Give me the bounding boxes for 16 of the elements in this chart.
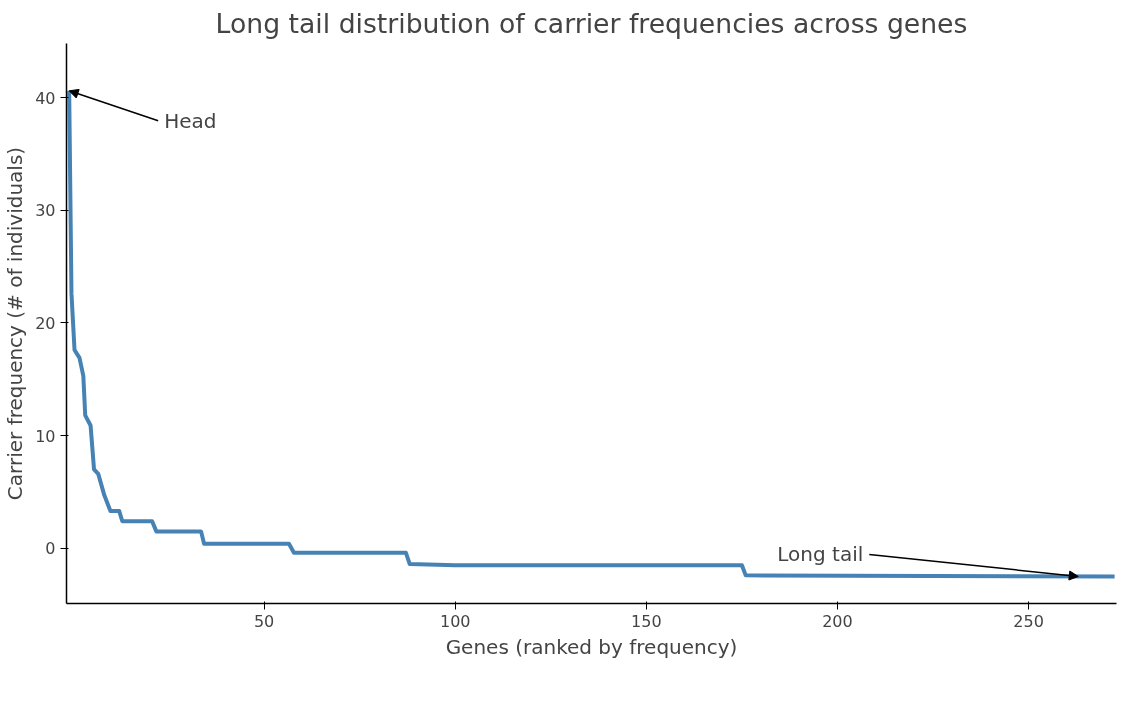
annotation: Long tail — [777, 542, 864, 567]
y-tick-label: 40 — [35, 88, 56, 108]
chart-title: Long tail distribution of carrier frequencies across genes — [215, 7, 968, 39]
x-tick-label: 50 — [253, 611, 275, 631]
x-tick-label: 150 — [631, 611, 662, 631]
annotation: Head — [164, 108, 217, 133]
y-tick-label: 0 — [45, 539, 56, 559]
y-tick-label: 10 — [35, 426, 56, 446]
y-tick-label: 20 — [35, 313, 56, 333]
y-tick-label: 30 — [35, 201, 56, 221]
y-axis-title: Carrier frequency (# of individuals) — [3, 146, 28, 501]
x-tick-label: 200 — [822, 611, 853, 631]
x-tick-label: 250 — [1013, 611, 1044, 631]
x-axis-title: Genes (ranked by frequency) — [445, 634, 738, 659]
line-series — [67, 88, 1117, 579]
x-tick-label: 100 — [439, 611, 471, 631]
